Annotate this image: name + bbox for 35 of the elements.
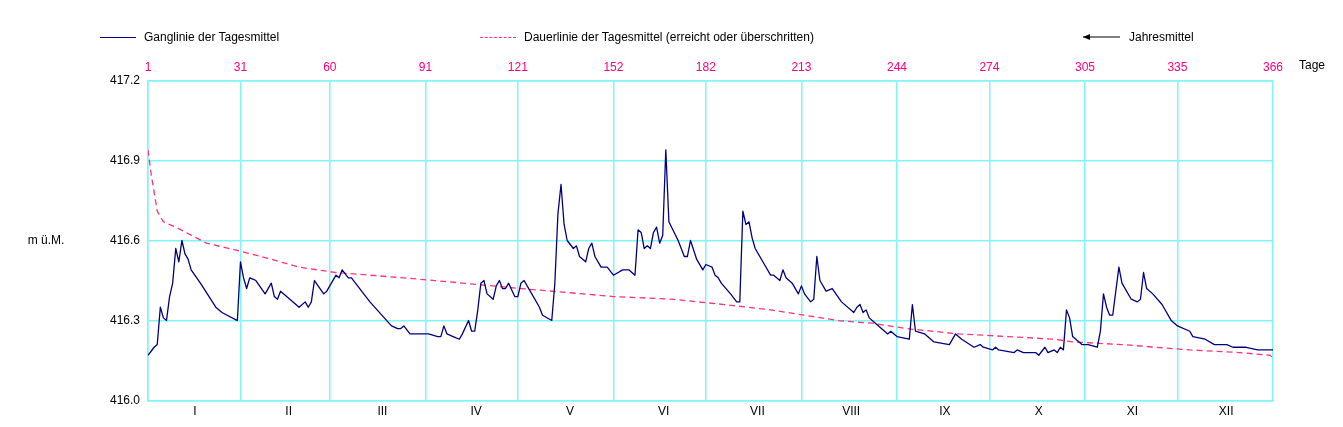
x2-tick-label: 274 [979, 59, 1000, 74]
x-tick-label: IV [470, 404, 482, 419]
x-tick-label: IX [939, 404, 951, 419]
x2-tick-label: 244 [886, 59, 908, 74]
x2-tick-label: 305 [1074, 59, 1096, 74]
x-tick-label: VI [657, 404, 670, 419]
x2-tick-label: 152 [603, 59, 624, 74]
y-axis-title: m ü.M. [27, 232, 65, 247]
x-tick-label: XII [1218, 404, 1234, 419]
y-tick-label: 416.6 [109, 232, 141, 247]
x2-tick-label: 31 [233, 59, 248, 74]
x2-tick-label: 366 [1262, 59, 1284, 74]
x-tick-label: VIII [842, 404, 861, 419]
x-tick-label: V [565, 404, 574, 419]
x2-tick-label: 121 [507, 59, 529, 74]
y-tick-label: 416.3 [109, 312, 141, 327]
x2-tick-label: 91 [418, 59, 433, 74]
x-tick-label: XI [1126, 404, 1139, 419]
x-tick-label: I [193, 404, 197, 419]
x-tick-label: VII [750, 404, 765, 419]
x2-tick-label: 182 [695, 59, 717, 74]
y-tick-label: 416.0 [109, 392, 141, 407]
x2-tick-label: 213 [791, 59, 812, 74]
x2-tick-label: 335 [1167, 59, 1188, 74]
x-tick-label: III [377, 404, 388, 419]
x2-tick-label: 1 [144, 59, 152, 74]
y-tick-label: 416.9 [109, 152, 141, 167]
legend-label: Dauerlinie der Tagesmittel (erreicht oder überschritten) [524, 30, 814, 44]
legend-label: Ganglinie der Tagesmittel [144, 30, 280, 44]
text: Jahresmittel [1129, 30, 1194, 44]
y-tick-label: 417.2 [109, 72, 141, 87]
x2-tick-label: 60 [323, 59, 337, 74]
x-tick-label: II [285, 404, 292, 419]
x-tick-label: X [1034, 404, 1043, 419]
x2-axis-title: Tage [1299, 57, 1326, 72]
